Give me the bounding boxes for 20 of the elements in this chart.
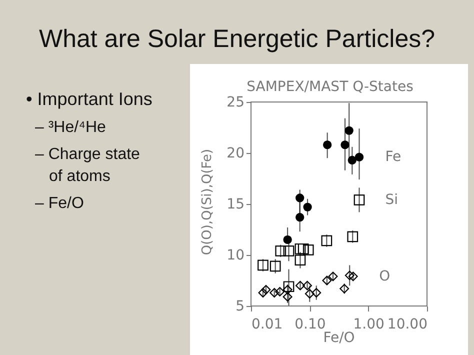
y-tick-label: 15	[226, 196, 244, 212]
chart-subtitle: SAMPEX/MAST Q-States	[246, 79, 414, 95]
text: • Important Ions	[26, 89, 152, 109]
series-label: Fe	[385, 149, 402, 166]
x-tick-label: 0.01	[252, 316, 283, 332]
x-axis-title: Fe/O	[323, 330, 355, 346]
y-tick-label: 10	[226, 248, 244, 264]
text: – Fe/O	[35, 195, 84, 212]
y-tick-label: 25	[226, 94, 244, 110]
y-axis-title: Q(O),Q(Si),Q(Fe)	[200, 148, 215, 256]
chart-title: What are Solar Energetic Particles?	[38, 25, 436, 53]
text: – Charge state of atoms	[35, 146, 140, 185]
x-tick-label: 0.10	[294, 316, 326, 332]
y-tick-label: 20	[226, 146, 244, 162]
y-tick-label: 5	[236, 298, 244, 314]
x-tick-label: 1.00	[353, 316, 384, 332]
series-label: O	[379, 268, 390, 284]
series-label: Si	[385, 192, 398, 208]
x-tick-label: 10.00	[387, 316, 428, 332]
text: – ³He/⁴He	[35, 119, 106, 136]
